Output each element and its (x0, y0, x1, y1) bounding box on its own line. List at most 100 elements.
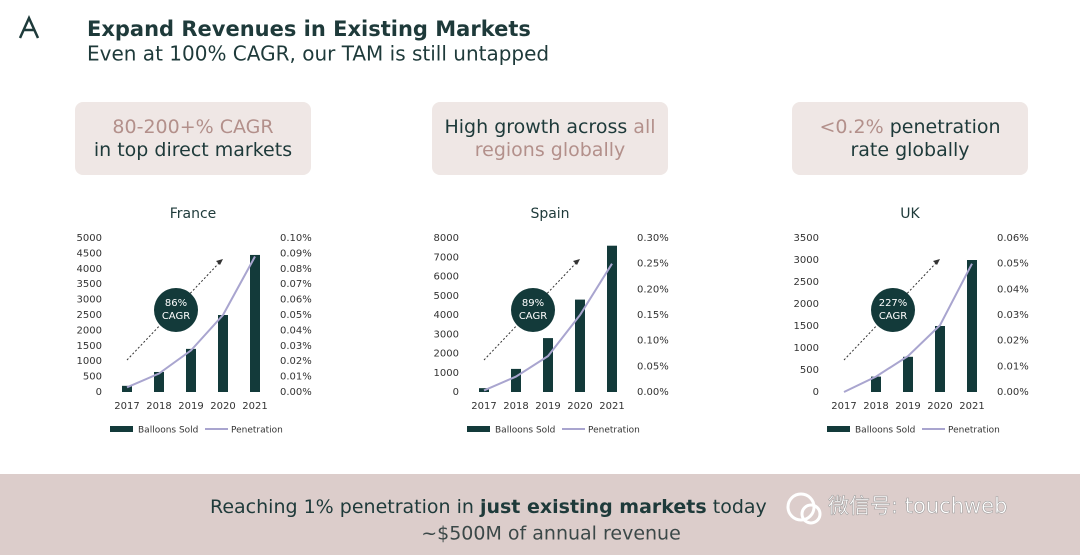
x-tick-label: 2019 (895, 401, 920, 412)
callout-part: High growth across (444, 116, 633, 138)
y-tick-label: 7000 (434, 252, 459, 263)
y2-tick-label: 0.05% (997, 259, 1029, 270)
x-tick-label: 2020 (210, 401, 235, 412)
legend-label: Balloons Sold (495, 426, 555, 436)
y2-tick-label: 0.08% (280, 264, 312, 275)
y2-tick-label: 0.15% (637, 310, 669, 321)
y2-tick-label: 0.02% (997, 336, 1029, 347)
penetration-line (126, 256, 256, 389)
arrow-head (216, 259, 223, 265)
callout-box (75, 102, 311, 175)
cagr-text: 227% (879, 298, 908, 309)
callout-text: in top direct markets (94, 139, 292, 161)
chart-title: UK (900, 206, 920, 222)
y2-tick-label: 0.01% (997, 361, 1029, 372)
y-tick-label: 0 (453, 387, 459, 398)
callout-part: penetration (884, 116, 1001, 138)
y-tick-label: 3000 (77, 295, 102, 306)
callout-text: High growth across all (444, 116, 655, 138)
arrow-head (933, 259, 940, 265)
x-tick-label: 2018 (146, 401, 171, 412)
y-tick-label: 2500 (794, 277, 819, 288)
y-tick-label: 5000 (434, 291, 459, 302)
cagr-badge (511, 288, 555, 332)
x-tick-label: 2021 (959, 401, 984, 412)
callout-text: rate globally (850, 139, 969, 161)
trend-arrow (843, 261, 938, 361)
slide-subtitle: Even at 100% CAGR, our TAM is still unta… (87, 42, 549, 66)
y-tick-label: 2000 (434, 349, 459, 360)
y2-tick-label: 0.06% (997, 233, 1029, 244)
x-tick-label: 2019 (535, 401, 560, 412)
legend-label: Balloons Sold (138, 426, 198, 436)
y-tick-label: 3000 (434, 329, 459, 340)
y-tick-label: 500 (800, 365, 819, 376)
x-tick-label: 2019 (178, 401, 203, 412)
x-tick-label: 2020 (567, 401, 592, 412)
y-tick-label: 8000 (434, 233, 459, 244)
y-tick-label: 3500 (794, 233, 819, 244)
y-tick-label: 4500 (77, 248, 102, 259)
y-tick-label: 3000 (794, 255, 819, 266)
y-tick-label: 500 (83, 372, 102, 383)
x-tick-label: 2018 (503, 401, 528, 412)
callout-text: <0.2% penetration (819, 116, 1000, 138)
legend-label: Penetration (588, 426, 640, 436)
y-tick-label: 0 (813, 387, 819, 398)
cagr-text: CAGR (879, 311, 907, 322)
legend-label: Penetration (231, 426, 283, 436)
bar (154, 371, 164, 392)
y2-tick-label: 0.09% (280, 248, 312, 259)
y2-tick-label: 0.10% (637, 336, 669, 347)
penetration-line (483, 263, 613, 392)
cagr-text: 89% (522, 298, 544, 309)
bar (871, 376, 881, 392)
x-tick-label: 2017 (831, 401, 856, 412)
bar (511, 368, 521, 392)
footer-line: ~$500M of annual revenue (421, 523, 681, 545)
y-tick-label: 0 (96, 387, 102, 398)
x-tick-label: 2017 (471, 401, 496, 412)
y2-tick-label: 0.03% (280, 341, 312, 352)
chart-title: Spain (530, 206, 569, 222)
y-tick-label: 1500 (77, 341, 102, 352)
callout-box (432, 102, 668, 175)
y-tick-label: 2000 (794, 299, 819, 310)
y2-tick-label: 0.20% (637, 284, 669, 295)
footer-line: Reaching 1% penetration in just existing… (210, 496, 767, 518)
x-tick-label: 2018 (863, 401, 888, 412)
trend-arrow (126, 261, 221, 361)
bar (903, 356, 913, 392)
y2-tick-label: 0.25% (637, 259, 669, 270)
bar (218, 315, 228, 392)
y-tick-label: 4000 (434, 310, 459, 321)
y-tick-label: 1500 (794, 321, 819, 332)
x-tick-label: 2017 (114, 401, 139, 412)
footer-part: Reaching 1% penetration in (210, 496, 480, 518)
watermark-icon (800, 503, 822, 525)
callout-part: regions globally (475, 139, 626, 161)
y2-tick-label: 0.03% (997, 310, 1029, 321)
y2-tick-label: 0.00% (997, 387, 1029, 398)
bar (967, 260, 977, 392)
callout-text: regions globally (475, 139, 626, 161)
logo (18, 14, 40, 39)
bar (122, 385, 132, 392)
bar (250, 254, 260, 392)
x-tick-label: 2021 (242, 401, 267, 412)
y2-tick-label: 0.00% (637, 387, 669, 398)
y2-tick-label: 0.01% (280, 372, 312, 383)
legend-label: Penetration (948, 426, 1000, 436)
bar (935, 326, 945, 392)
legend-swatch (110, 426, 133, 432)
y-tick-label: 2000 (77, 325, 102, 336)
callout-text: 80-200+% CAGR (112, 116, 273, 138)
callout-part: 80-200+% CAGR (112, 116, 273, 138)
callout-part: in top direct markets (94, 139, 292, 161)
y-tick-label: 5000 (77, 233, 102, 244)
footer-part: today (707, 496, 767, 518)
legend-swatch (467, 426, 490, 432)
callout-part: all (633, 116, 655, 138)
x-tick-label: 2020 (927, 401, 952, 412)
